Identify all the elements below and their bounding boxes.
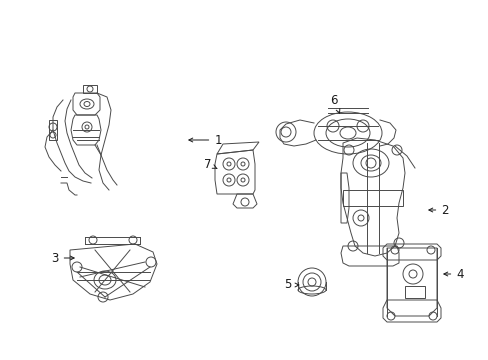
Text: 7: 7 <box>204 158 217 171</box>
Text: 2: 2 <box>428 203 448 216</box>
Text: 3: 3 <box>51 252 74 265</box>
Text: 4: 4 <box>443 267 463 280</box>
Text: 6: 6 <box>329 94 339 113</box>
Text: 5: 5 <box>284 279 298 292</box>
Text: 1: 1 <box>188 134 221 147</box>
